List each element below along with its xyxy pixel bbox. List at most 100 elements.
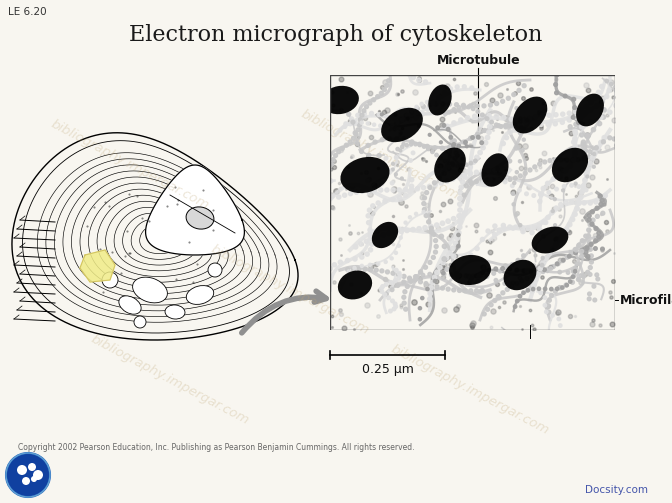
Point xyxy=(477,167,488,176)
Point xyxy=(376,285,386,293)
Ellipse shape xyxy=(449,255,491,285)
Point xyxy=(500,178,511,186)
Point xyxy=(511,168,522,176)
Point xyxy=(540,285,550,293)
Point xyxy=(431,283,442,291)
Text: bibliography.impergar.com: bibliography.impergar.com xyxy=(388,343,551,438)
Point xyxy=(421,280,431,288)
Point xyxy=(567,156,578,164)
Point xyxy=(459,171,470,179)
Point xyxy=(534,221,544,229)
Point xyxy=(482,176,493,184)
Point xyxy=(429,273,439,281)
Point xyxy=(497,265,508,273)
Point xyxy=(534,225,545,233)
Ellipse shape xyxy=(381,108,423,142)
Point xyxy=(565,162,576,170)
Point xyxy=(528,281,539,289)
Point xyxy=(426,281,437,289)
Point xyxy=(418,208,429,216)
Point xyxy=(400,186,411,194)
Point xyxy=(379,86,390,94)
Point xyxy=(591,102,602,110)
Point xyxy=(536,191,546,199)
Point xyxy=(499,280,510,288)
Point xyxy=(593,233,604,241)
Point xyxy=(408,149,419,157)
Point xyxy=(477,111,488,119)
Point xyxy=(458,254,468,262)
Point xyxy=(343,110,354,118)
Point xyxy=(595,195,606,203)
Ellipse shape xyxy=(552,148,588,182)
Point xyxy=(574,183,585,191)
Point xyxy=(551,89,562,97)
Point xyxy=(401,111,411,119)
Point xyxy=(568,273,579,281)
Point xyxy=(444,108,454,116)
Point xyxy=(564,123,575,131)
Point xyxy=(502,285,513,293)
Point xyxy=(392,145,403,153)
Ellipse shape xyxy=(513,97,547,133)
Circle shape xyxy=(17,465,27,475)
Point xyxy=(482,271,493,279)
Point xyxy=(487,118,497,126)
Point xyxy=(363,187,374,195)
Point xyxy=(384,229,394,237)
Point xyxy=(472,244,482,253)
Point xyxy=(582,173,593,181)
Point xyxy=(392,119,403,127)
Point xyxy=(427,228,437,236)
Point xyxy=(354,265,365,273)
Point xyxy=(398,272,409,280)
Point xyxy=(508,444,519,452)
Point xyxy=(396,175,407,183)
Point xyxy=(290,149,301,157)
Point xyxy=(365,261,376,269)
Point xyxy=(550,221,560,229)
Point xyxy=(507,282,517,290)
Point xyxy=(381,122,392,130)
Point xyxy=(489,230,500,238)
Point xyxy=(538,260,548,268)
Point xyxy=(417,110,427,118)
Point xyxy=(372,233,383,241)
Ellipse shape xyxy=(186,286,214,304)
Point xyxy=(401,141,412,149)
Point xyxy=(459,82,470,91)
Point xyxy=(493,122,504,130)
Point xyxy=(560,92,571,100)
Point xyxy=(585,271,595,279)
Point xyxy=(414,140,425,148)
Point xyxy=(584,238,595,246)
Point xyxy=(405,213,415,221)
Point xyxy=(551,204,562,212)
Point xyxy=(374,111,384,119)
Point xyxy=(528,192,539,200)
Point xyxy=(523,286,534,294)
Point xyxy=(591,271,602,279)
Point xyxy=(534,109,545,117)
Point xyxy=(446,85,456,93)
Ellipse shape xyxy=(576,94,604,126)
Point xyxy=(589,282,599,290)
Point xyxy=(571,120,581,128)
Point xyxy=(484,112,495,120)
Point xyxy=(504,265,515,273)
Point xyxy=(448,119,459,127)
Point xyxy=(468,105,478,113)
Ellipse shape xyxy=(186,207,214,229)
Point xyxy=(471,178,482,186)
Point xyxy=(547,244,558,253)
Point xyxy=(597,196,607,204)
Point xyxy=(621,135,632,143)
Point xyxy=(460,173,470,181)
Point xyxy=(585,264,595,272)
Point xyxy=(452,141,462,149)
Point xyxy=(410,276,421,284)
Point xyxy=(610,102,621,110)
Point xyxy=(417,294,427,302)
Point xyxy=(407,108,417,116)
Point xyxy=(469,112,480,120)
